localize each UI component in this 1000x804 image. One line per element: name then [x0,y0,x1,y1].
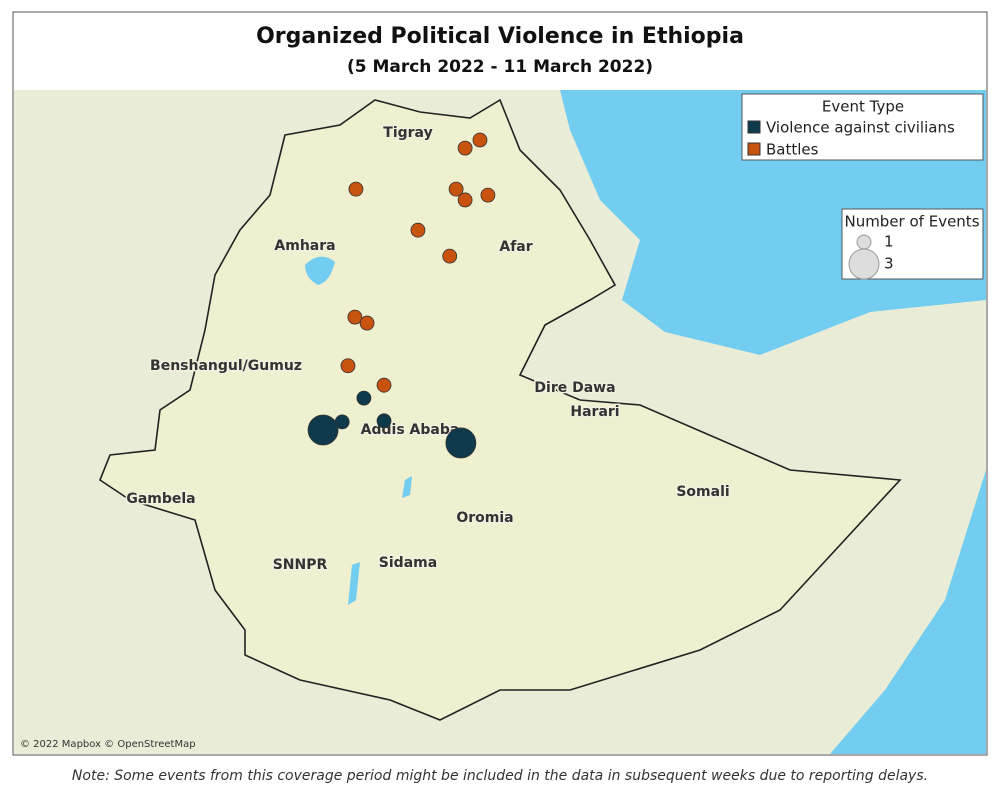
region-label: Oromia [456,510,513,526]
event-marker [445,427,477,459]
event-marker [448,181,464,197]
legend-swatch [747,120,761,134]
lake [348,562,360,605]
region-label: SNNPR [273,557,328,573]
region-label: Addis Ababa [361,422,460,438]
size-label: 1 [884,233,894,251]
event-marker [442,248,458,264]
region-label: Harari [570,404,619,420]
event-marker [307,414,339,446]
lake [402,476,412,498]
legend-label: Battles [766,141,819,159]
title: Organized Political Violence in Ethiopia [256,24,744,49]
event-marker [376,377,392,393]
legend-swatch [747,142,761,156]
region-label: Benshangul/Gumuz [150,358,302,374]
legend-label: Violence against civilians [766,119,955,137]
event-marker [457,192,473,208]
size-swatch [856,234,872,250]
region-label: Gambela [126,491,195,507]
event-marker [376,413,392,429]
event-marker [359,315,375,331]
footnote: Note: Some events from this coverage per… [72,768,928,784]
event-marker [348,181,364,197]
size-swatch [848,248,880,280]
ocean [830,470,986,754]
basemap [14,90,986,754]
region-label: Sidama [379,555,437,571]
legend-box [741,93,984,161]
type-legend: Event Type Violence against civilians Ba… [741,93,984,161]
region-label: Afar [499,239,532,255]
event-marker [356,390,372,406]
event-marker [457,140,473,156]
event-marker [410,222,426,238]
size-label: 3 [884,255,894,273]
ethiopia-outline [99,98,902,721]
event-marker [347,309,363,325]
region-label: Somali [676,484,729,500]
subtitle: (5 March 2022 - 11 March 2022) [347,57,653,77]
event-markers [307,132,496,459]
legend-title: Event Type [822,98,904,116]
event-marker [480,187,496,203]
region-label: Dire Dawa [534,380,615,396]
region-label: Tigray [383,125,432,141]
event-marker [340,358,356,374]
legend-title: Number of Events [844,213,979,231]
event-marker [472,132,488,148]
lake-tana [305,256,335,285]
attribution: © 2022 Mapbox © OpenStreetMap [20,739,196,750]
region-label: Amhara [274,238,335,254]
size-legend: Number of Events 1 3 [841,208,984,280]
